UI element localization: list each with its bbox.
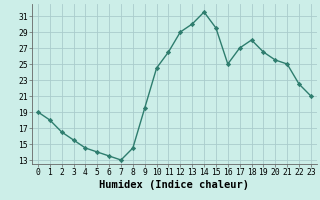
X-axis label: Humidex (Indice chaleur): Humidex (Indice chaleur) [100, 180, 249, 190]
